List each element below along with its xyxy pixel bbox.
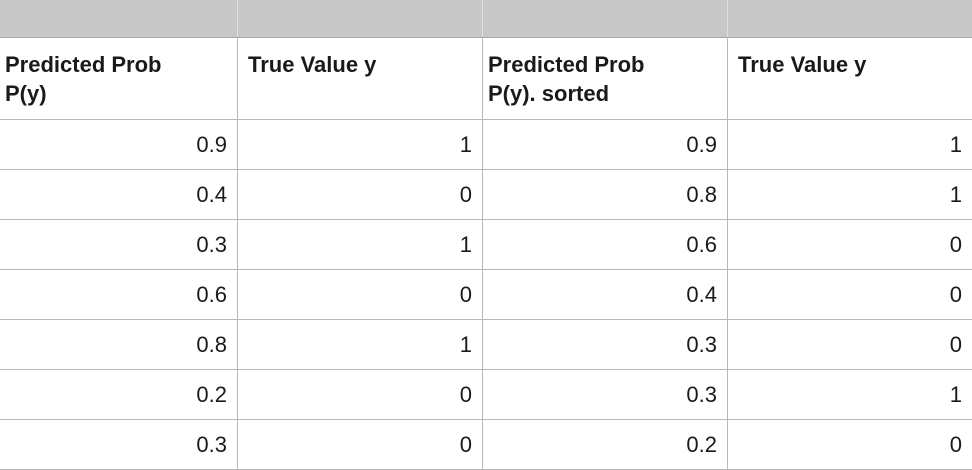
- table-cell[interactable]: 1: [728, 370, 972, 420]
- table-cell[interactable]: 0: [728, 220, 972, 270]
- column-header-d[interactable]: [728, 0, 972, 37]
- table-cell[interactable]: 0.3: [483, 320, 728, 370]
- table-cell[interactable]: 0: [728, 320, 972, 370]
- column-header-strip: [0, 0, 972, 38]
- table-cell[interactable]: 0.8: [0, 320, 238, 370]
- table-cell[interactable]: 1: [728, 170, 972, 220]
- table-cell[interactable]: 0: [728, 420, 972, 470]
- table-cell[interactable]: 0.9: [483, 120, 728, 170]
- table-cell[interactable]: 0.4: [0, 170, 238, 220]
- header-cell-predicted-prob-sorted[interactable]: Predicted Prob P(y). sorted: [483, 38, 728, 120]
- header-cell-true-value-sorted[interactable]: True Value y: [728, 38, 972, 120]
- table-grid: Predicted Prob P(y) True Value y Predict…: [0, 38, 972, 470]
- table-cell[interactable]: 0.6: [483, 220, 728, 270]
- table-cell[interactable]: 0: [238, 170, 483, 220]
- table-cell[interactable]: 0: [728, 270, 972, 320]
- table-cell[interactable]: 0: [238, 420, 483, 470]
- table-cell[interactable]: 0.3: [483, 370, 728, 420]
- table-cell[interactable]: 0.3: [0, 420, 238, 470]
- table-cell[interactable]: 1: [238, 320, 483, 370]
- table-cell[interactable]: 0.2: [483, 420, 728, 470]
- table-cell[interactable]: 0: [238, 370, 483, 420]
- table-cell[interactable]: 1: [238, 220, 483, 270]
- header-cell-true-value[interactable]: True Value y: [238, 38, 483, 120]
- table-cell[interactable]: 0.8: [483, 170, 728, 220]
- column-header-c[interactable]: [483, 0, 728, 37]
- header-cell-predicted-prob[interactable]: Predicted Prob P(y): [0, 38, 238, 120]
- table-cell[interactable]: 0.6: [0, 270, 238, 320]
- column-header-b[interactable]: [238, 0, 483, 37]
- table-cell[interactable]: 0.3: [0, 220, 238, 270]
- table-cell[interactable]: 1: [238, 120, 483, 170]
- table-cell[interactable]: 0.2: [0, 370, 238, 420]
- table-cell[interactable]: 1: [728, 120, 972, 170]
- table-cell[interactable]: 0: [238, 270, 483, 320]
- column-header-a[interactable]: [0, 0, 238, 37]
- table-cell[interactable]: 0.4: [483, 270, 728, 320]
- table-cell[interactable]: 0.9: [0, 120, 238, 170]
